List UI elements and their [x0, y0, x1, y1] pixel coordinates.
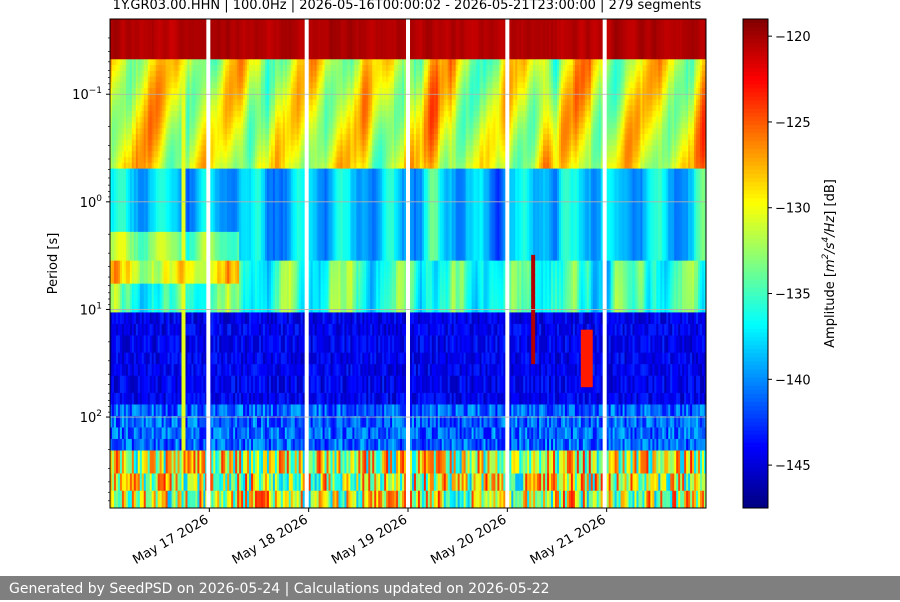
- y-axis-label: Period [s]: [46, 233, 61, 295]
- colorbar-tick-label-2: −130: [775, 202, 811, 217]
- colorbar-tick-label-4: −140: [775, 373, 811, 388]
- y-tick-label-3: 102: [80, 409, 102, 426]
- footer-status: Generated by SeedPSD on 2026-05-24 | Cal…: [0, 576, 900, 600]
- data-gap-3: [505, 19, 509, 508]
- colorbar: −120 −125 −130 −135 −140 −145: [743, 19, 811, 509]
- colorbar-tick-label-0: −120: [775, 30, 811, 45]
- colorbar-tick-label-3: −135: [775, 288, 811, 303]
- colorbar-tick-label-1: −125: [775, 116, 811, 131]
- x-tick-label-2: May 19 2026: [329, 512, 410, 567]
- data-gap-0: [206, 19, 210, 508]
- data-gap-4: [603, 19, 607, 508]
- y-tick-label-2: 101: [80, 301, 102, 318]
- y-axis: 10−1 100 101 102: [72, 38, 110, 501]
- x-axis: May 17 2026 May 18 2026 May 19 2026 May 20 …: [130, 508, 608, 568]
- x-tick-label-3: May 20 2026: [428, 512, 509, 567]
- y-tick-label-0: 10−1: [72, 86, 102, 103]
- x-tick-label-4: May 21 2026: [528, 512, 609, 567]
- x-tick-label-0: May 17 2026: [130, 512, 211, 567]
- data-gap-2: [406, 19, 410, 508]
- y-tick-label-1: 100: [80, 194, 103, 211]
- colorbar-tick-label-5: −145: [775, 459, 811, 474]
- x-tick-label-1: May 18 2026: [230, 512, 311, 567]
- data-gap-1: [305, 19, 309, 508]
- colorbar-label: Amplitude [m2/s4/Hz] [dB]: [821, 179, 838, 348]
